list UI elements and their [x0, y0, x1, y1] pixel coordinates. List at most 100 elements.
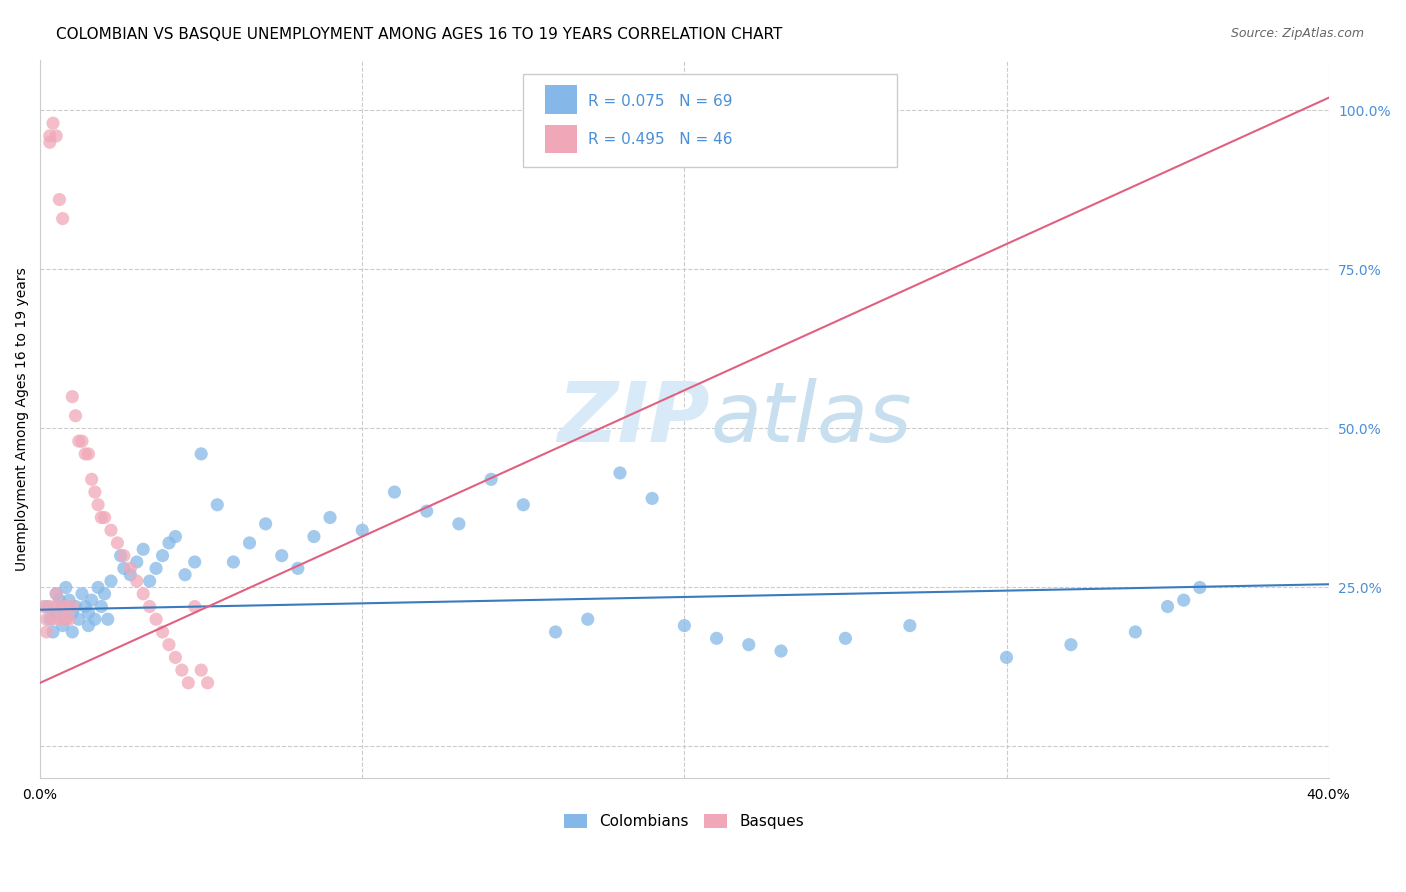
Point — [90, 510, 112, 524]
Legend: Colombians, Basques: Colombians, Basques — [558, 808, 810, 835]
Point — [479, 472, 502, 486]
Point — [898, 618, 921, 632]
Text: atlas: atlas — [710, 378, 911, 459]
FancyBboxPatch shape — [523, 74, 897, 168]
Point — [107, 536, 129, 550]
Point — [706, 632, 728, 646]
Point — [738, 638, 761, 652]
Point — [1188, 581, 1211, 595]
Point — [45, 128, 67, 143]
Point — [157, 638, 180, 652]
Point — [995, 650, 1018, 665]
Point — [673, 618, 696, 632]
Point — [138, 574, 160, 588]
Point — [55, 581, 77, 595]
Point — [287, 561, 309, 575]
Point — [38, 599, 60, 614]
Point — [38, 128, 60, 143]
Point — [45, 587, 67, 601]
Point — [83, 485, 105, 500]
Point — [93, 510, 115, 524]
Point — [125, 555, 148, 569]
Point — [576, 612, 599, 626]
Point — [52, 211, 75, 226]
Point — [352, 523, 374, 537]
Point — [48, 593, 70, 607]
Point — [77, 618, 100, 632]
Point — [834, 632, 856, 646]
Point — [83, 612, 105, 626]
Point — [35, 624, 58, 639]
Point — [112, 549, 135, 563]
Point — [38, 612, 60, 626]
Text: Source: ZipAtlas.com: Source: ZipAtlas.com — [1230, 27, 1364, 40]
Point — [238, 536, 260, 550]
Point — [447, 516, 470, 531]
Point — [544, 624, 567, 639]
Point — [190, 447, 212, 461]
Point — [58, 612, 80, 626]
Point — [1125, 624, 1147, 639]
Point — [145, 612, 167, 626]
Point — [165, 530, 187, 544]
Point — [75, 447, 97, 461]
Point — [170, 663, 193, 677]
Point — [60, 599, 83, 614]
Point — [132, 587, 155, 601]
Point — [60, 624, 83, 639]
Point — [60, 390, 83, 404]
Point — [132, 542, 155, 557]
Point — [45, 587, 67, 601]
Point — [165, 650, 187, 665]
Point — [67, 612, 90, 626]
Point — [152, 549, 174, 563]
Point — [52, 599, 75, 614]
Point — [190, 663, 212, 677]
Point — [384, 485, 406, 500]
Text: R = 0.495   N = 46: R = 0.495 N = 46 — [588, 132, 733, 147]
Point — [157, 536, 180, 550]
Point — [145, 561, 167, 575]
Point — [77, 606, 100, 620]
Point — [90, 599, 112, 614]
Point — [120, 561, 142, 575]
Point — [641, 491, 664, 506]
Point — [38, 135, 60, 149]
Point — [58, 593, 80, 607]
Point — [184, 599, 207, 614]
Point — [70, 587, 93, 601]
Point — [609, 466, 631, 480]
Point — [93, 587, 115, 601]
Text: COLOMBIAN VS BASQUE UNEMPLOYMENT AMONG AGES 16 TO 19 YEARS CORRELATION CHART: COLOMBIAN VS BASQUE UNEMPLOYMENT AMONG A… — [56, 27, 783, 42]
Point — [254, 516, 277, 531]
Point — [55, 612, 77, 626]
Text: R = 0.075   N = 69: R = 0.075 N = 69 — [588, 95, 733, 109]
Point — [197, 676, 219, 690]
Point — [110, 549, 132, 563]
Point — [35, 599, 58, 614]
Point — [80, 593, 103, 607]
Point — [55, 612, 77, 626]
Point — [87, 581, 110, 595]
Point — [97, 612, 120, 626]
Point — [42, 612, 65, 626]
Point — [35, 612, 58, 626]
Point — [48, 612, 70, 626]
Point — [65, 599, 87, 614]
Point — [302, 530, 325, 544]
Point — [222, 555, 245, 569]
Point — [32, 599, 55, 614]
Point — [45, 606, 67, 620]
Point — [1156, 599, 1178, 614]
Point — [270, 549, 292, 563]
Point — [174, 567, 197, 582]
Point — [112, 561, 135, 575]
Point — [184, 555, 207, 569]
Point — [100, 523, 122, 537]
Point — [70, 434, 93, 449]
Point — [60, 606, 83, 620]
Point — [207, 498, 229, 512]
Point — [415, 504, 437, 518]
Point — [45, 599, 67, 614]
Point — [42, 116, 65, 130]
